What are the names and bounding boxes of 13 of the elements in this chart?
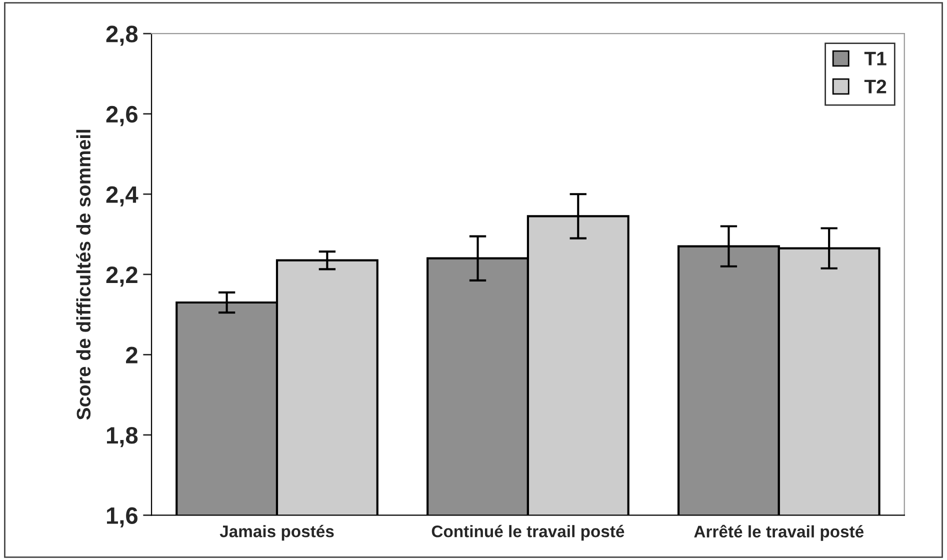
y-tick-label: 2 [126, 346, 138, 364]
y-axis-title: Score de difficultés de sommeil [76, 130, 91, 420]
y-tick-label: 2,8 [106, 26, 138, 46]
y-tick-label: 1,8 [106, 427, 138, 448]
x-tick-label: Arrêté le travail posté [694, 524, 864, 541]
y-tick-label: 2,6 [106, 106, 138, 126]
x-tick-label: Continué le travail posté [432, 524, 624, 541]
y-tick-label: 2,4 [106, 186, 138, 206]
y-tick-label: 2,2 [106, 266, 138, 287]
legend-label: T2 [864, 80, 886, 94]
y-tick-label: 1,6 [106, 507, 138, 528]
legend-label: T1 [864, 52, 886, 66]
x-tick-label: Jamais postés [220, 524, 334, 541]
